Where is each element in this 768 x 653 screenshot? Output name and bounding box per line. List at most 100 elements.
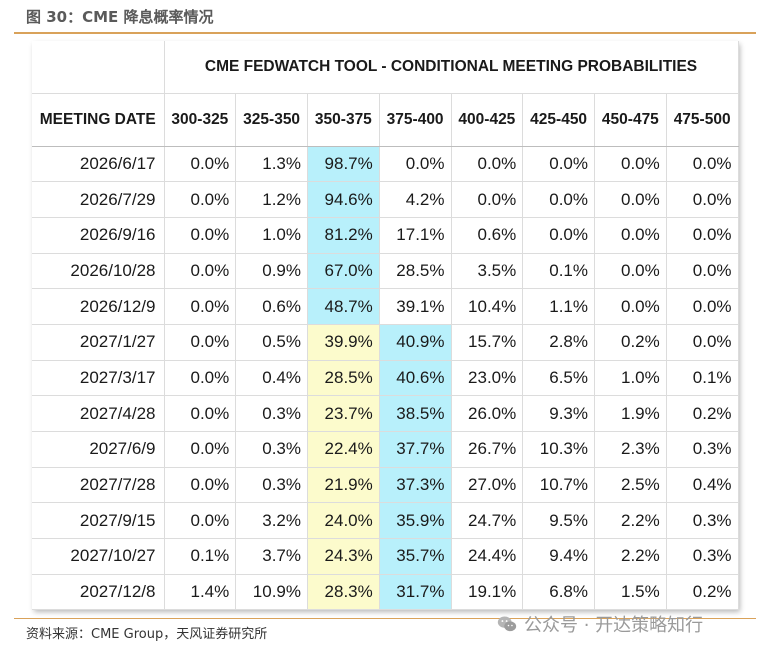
probability-cell: 6.5% [522, 360, 595, 397]
table-row: 2027/12/8 1.4% 10.9% 28.3% 31.7% 19.1% 6.8% 1.5… [32, 574, 739, 611]
bottom-divider [14, 618, 756, 619]
probability-cell: 19.1% [451, 574, 524, 611]
meeting-date-cell: 2027/1/27 [32, 324, 165, 361]
probability-cell: 67.0% [307, 253, 380, 290]
probability-cell: 0.0% [451, 146, 524, 183]
probability-cell: 10.3% [522, 431, 595, 468]
probability-cell: 10.7% [522, 467, 595, 504]
column-header-row: MEETING DATE 300-325 325-350 350-375 375-40… [32, 93, 739, 147]
top-divider [14, 32, 756, 34]
probability-cell: 38.5% [379, 395, 452, 432]
probability-cell: 9.3% [522, 395, 595, 432]
probability-cell: 0.0% [666, 146, 739, 183]
probability-cell: 0.0% [522, 181, 595, 218]
probability-cell: 2.8% [522, 324, 595, 361]
probability-cell: 35.7% [379, 538, 452, 575]
probability-cell: 26.0% [451, 395, 524, 432]
probability-cell: 40.6% [379, 360, 452, 397]
probability-cell: 23.0% [451, 360, 524, 397]
probability-cell: 48.7% [307, 288, 380, 325]
table-row: 2026/10/28 0.0% 0.9% 67.0% 28.5% 3.5% 0.1% 0.0%… [32, 253, 739, 290]
probability-cell: 2.2% [594, 502, 667, 540]
meeting-date-cell: 2026/10/28 [32, 253, 165, 290]
meeting-date-cell: 2026/9/16 [32, 217, 165, 254]
meeting-date-cell: 2027/9/15 [32, 502, 165, 540]
probability-cell: 3.7% [235, 538, 308, 575]
probability-cell: 0.0% [164, 360, 237, 397]
tool-title: CME FEDWATCH TOOL - CONDITIONAL MEETING … [164, 41, 739, 94]
probability-cell: 2.3% [594, 431, 667, 468]
table-row: 2027/10/27 0.1% 3.7% 24.3% 35.7% 24.4% 9.4% 2.2… [32, 538, 739, 575]
probability-cell: 0.0% [164, 217, 237, 254]
probability-table-container: CME FEDWATCH TOOL - CONDITIONAL MEETING … [32, 41, 739, 611]
probability-cell: 24.0% [307, 502, 380, 540]
column-header: 325-350 [235, 93, 308, 147]
column-header: 425-450 [522, 93, 595, 147]
probability-cell: 22.4% [307, 431, 380, 468]
figure-title: 图 30：CME 降息概率情况 [26, 8, 214, 26]
probability-cell: 1.0% [594, 360, 667, 397]
probability-cell: 0.1% [666, 360, 739, 397]
table-corner-cell [32, 41, 165, 94]
probability-cell: 0.1% [164, 538, 237, 575]
meeting-date-cell: 2026/12/9 [32, 288, 165, 325]
column-header: 300-325 [164, 93, 237, 147]
probability-cell: 0.0% [666, 181, 739, 218]
column-header: 350-375 [307, 93, 380, 147]
column-header: 375-400 [379, 93, 452, 147]
probability-cell: 15.7% [451, 324, 524, 361]
probability-cell: 0.0% [379, 146, 452, 183]
probability-cell: 31.7% [379, 574, 452, 611]
probability-cell: 0.0% [594, 253, 667, 290]
probability-cell: 26.7% [451, 431, 524, 468]
table-row: 2026/7/29 0.0% 1.2% 94.6% 4.2% 0.0% 0.0% 0.0% 0.… [32, 181, 739, 218]
source-note: 资料来源：CME Group，天风证券研究所 [26, 627, 268, 642]
column-header: 450-475 [594, 93, 667, 147]
meeting-date-cell: 2027/6/9 [32, 431, 165, 468]
table-row: 2026/9/16 0.0% 1.0% 81.2% 17.1% 0.6% 0.0% 0.0% 0… [32, 217, 739, 254]
probability-cell: 1.0% [235, 217, 308, 254]
probability-cell: 0.1% [522, 253, 595, 290]
probability-cell: 0.6% [451, 217, 524, 254]
probability-cell: 0.0% [522, 146, 595, 183]
meeting-date-cell: 2026/6/17 [32, 146, 165, 183]
table-row: 2027/9/15 0.0% 3.2% 24.0% 35.9% 24.7% 9.5% 2.2%… [32, 502, 739, 540]
probability-cell: 0.0% [164, 146, 237, 183]
probability-cell: 0.3% [235, 467, 308, 504]
probability-cell: 94.6% [307, 181, 380, 218]
probability-cell: 0.0% [594, 288, 667, 325]
probability-cell: 35.9% [379, 502, 452, 540]
probability-cell: 0.3% [666, 431, 739, 468]
probability-cell: 1.3% [235, 146, 308, 183]
meeting-date-cell: 2026/7/29 [32, 181, 165, 218]
column-header: 400-425 [451, 93, 524, 147]
probability-cell: 0.0% [666, 324, 739, 361]
probability-cell: 9.4% [522, 538, 595, 575]
probability-cell: 0.0% [164, 253, 237, 290]
probability-cell: 24.7% [451, 502, 524, 540]
meeting-date-cell: 2027/4/28 [32, 395, 165, 432]
probability-cell: 0.0% [594, 146, 667, 183]
probability-cell: 4.2% [379, 181, 452, 218]
probability-cell: 0.0% [666, 253, 739, 290]
probability-cell: 40.9% [379, 324, 452, 361]
table-body: 2026/6/17 0.0% 1.3% 98.7% 0.0% 0.0% 0.0% 0.0% 0.… [32, 146, 739, 611]
table-row: 2027/1/27 0.0% 0.5% 39.9% 40.9% 15.7% 2.8% 0.2%… [32, 324, 739, 361]
probability-cell: 0.0% [164, 431, 237, 468]
probability-cell: 0.0% [164, 288, 237, 325]
probability-cell: 0.2% [666, 395, 739, 432]
probability-cell: 0.0% [451, 181, 524, 218]
watermark-text: 公众号 · 开达策略知行 [524, 615, 704, 636]
probability-cell: 3.5% [451, 253, 524, 290]
probability-cell: 98.7% [307, 146, 380, 183]
probability-cell: 10.4% [451, 288, 524, 325]
probability-cell: 0.0% [666, 288, 739, 325]
probability-cell: 9.5% [522, 502, 595, 540]
meeting-date-header: MEETING DATE [32, 93, 165, 147]
probability-cell: 1.2% [235, 181, 308, 218]
meeting-date-cell: 2027/3/17 [32, 360, 165, 397]
probability-cell: 0.0% [522, 217, 595, 254]
table-row: 2027/4/28 0.0% 0.3% 23.7% 38.5% 26.0% 9.3% 1.9%… [32, 395, 739, 432]
probability-cell: 24.3% [307, 538, 380, 575]
probability-cell: 0.4% [666, 467, 739, 504]
